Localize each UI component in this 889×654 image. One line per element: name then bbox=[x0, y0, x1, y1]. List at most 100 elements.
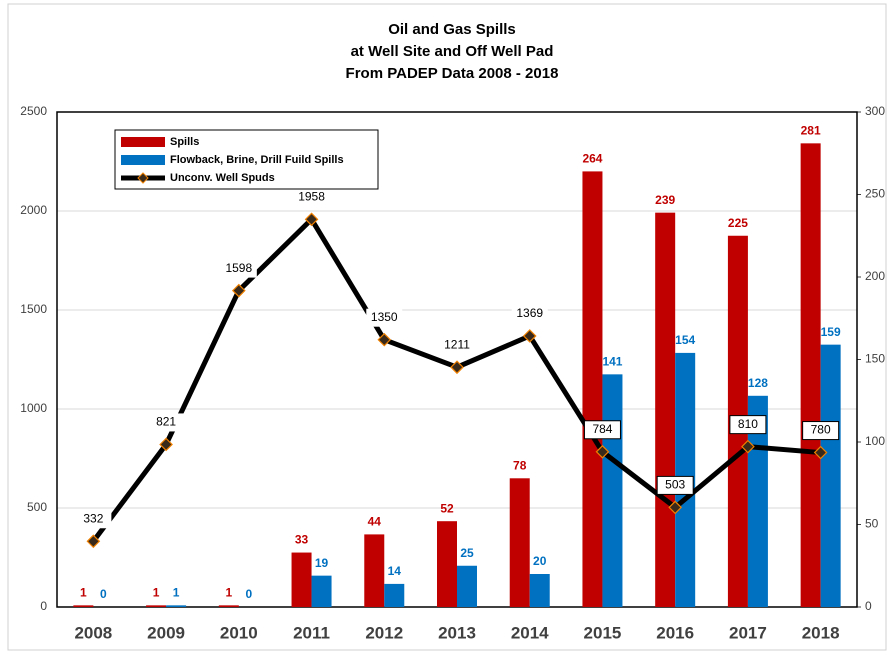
bar bbox=[457, 565, 477, 607]
x-tick-label: 2009 bbox=[147, 623, 185, 642]
line-value-label: 1350 bbox=[371, 310, 398, 324]
line-marker bbox=[522, 329, 537, 343]
bar-value-label: 52 bbox=[440, 501, 454, 515]
y2-tick-label: 150 bbox=[865, 352, 885, 366]
bar-value-label: 128 bbox=[748, 376, 768, 390]
x-tick-label: 2011 bbox=[293, 623, 330, 642]
y-tick-label: 1000 bbox=[20, 401, 47, 415]
line-label-box bbox=[583, 420, 621, 440]
x-tick-label: 2015 bbox=[584, 623, 622, 642]
y2-tick-label: 50 bbox=[865, 517, 879, 531]
legend-marker bbox=[137, 172, 149, 184]
line-label-box bbox=[729, 415, 767, 435]
y2-tick-label: 0 bbox=[865, 599, 872, 613]
line-marker bbox=[377, 332, 392, 347]
legend-swatch bbox=[121, 137, 165, 147]
bar bbox=[800, 143, 821, 607]
y2-tick-label: 300 bbox=[865, 104, 885, 118]
bar-value-label: 281 bbox=[801, 124, 821, 138]
bar bbox=[655, 212, 676, 607]
line-value-label: 784 bbox=[592, 422, 612, 436]
bar-value-label: 25 bbox=[460, 546, 474, 560]
bar bbox=[437, 521, 457, 607]
legend: Spills Flowback, Brine, Drill Fuild Spill… bbox=[114, 129, 379, 190]
line-label-box bbox=[366, 308, 403, 327]
bar-value-label: 239 bbox=[655, 193, 675, 207]
bar bbox=[582, 171, 603, 607]
bar bbox=[311, 575, 332, 607]
line-value-label: 1958 bbox=[298, 189, 325, 203]
y-tick-label: 0 bbox=[40, 599, 47, 613]
bar-value-label: 1 bbox=[225, 586, 232, 600]
line-marker bbox=[813, 445, 828, 460]
line-marker bbox=[741, 439, 755, 454]
line-label-box bbox=[293, 188, 330, 207]
legend-label: Spills bbox=[170, 136, 199, 148]
line-label-box bbox=[148, 413, 185, 432]
bar bbox=[364, 534, 385, 607]
bar-value-label: 44 bbox=[368, 515, 382, 529]
y2-tick-label: 250 bbox=[865, 187, 885, 201]
y-tick-label: 1500 bbox=[20, 302, 47, 316]
bar bbox=[166, 605, 187, 607]
line-label-box bbox=[656, 475, 694, 495]
line-label-box bbox=[439, 336, 475, 355]
bar-value-label: 0 bbox=[100, 587, 107, 601]
line-marker bbox=[304, 212, 319, 227]
line-value-label: 810 bbox=[738, 417, 758, 431]
bar-value-label: 141 bbox=[602, 355, 622, 369]
legend-swatch bbox=[121, 155, 165, 165]
bar-value-label: 1 bbox=[80, 586, 87, 600]
bar-value-label: 1 bbox=[173, 586, 180, 600]
y-tick-label: 2500 bbox=[20, 104, 47, 118]
legend-label: Flowback, Brine, Drill Fuild Spills bbox=[170, 154, 344, 166]
line-marker bbox=[159, 437, 173, 452]
bar-value-label: 14 bbox=[388, 564, 402, 578]
line-value-label: 1598 bbox=[225, 261, 252, 275]
line-value-label: 332 bbox=[83, 511, 103, 525]
x-tick-label: 2018 bbox=[802, 623, 840, 642]
y2-tick-label: 100 bbox=[865, 434, 885, 448]
line-marker bbox=[86, 534, 101, 549]
bar bbox=[146, 605, 167, 607]
legend-label: Unconv. Well Spuds bbox=[170, 172, 275, 184]
line-value-label: 503 bbox=[665, 478, 685, 492]
chart-title: at Well Site and Off Well Pad bbox=[351, 43, 554, 60]
x-tick-label: 2014 bbox=[511, 623, 549, 642]
y-tick-label: 500 bbox=[27, 500, 47, 514]
y-tick-label: 2000 bbox=[20, 203, 47, 217]
bar bbox=[820, 344, 841, 607]
x-tick-label: 2008 bbox=[74, 623, 112, 642]
line-value-label: 821 bbox=[156, 415, 176, 429]
bar-value-label: 264 bbox=[582, 152, 602, 166]
bar-value-label: 225 bbox=[728, 216, 748, 230]
line-label-box bbox=[511, 304, 548, 323]
bar bbox=[291, 552, 312, 607]
bar-value-label: 19 bbox=[315, 556, 329, 570]
line-value-label: 1211 bbox=[444, 337, 470, 351]
bar-value-label: 33 bbox=[295, 533, 309, 547]
x-tick-label: 2016 bbox=[656, 623, 694, 642]
line-marker bbox=[595, 444, 610, 459]
line-marker bbox=[231, 283, 246, 298]
line-label-box bbox=[802, 421, 840, 441]
bar-value-label: 154 bbox=[675, 333, 695, 347]
bar bbox=[73, 605, 94, 607]
x-tick-label: 2017 bbox=[729, 623, 767, 642]
line-label-box bbox=[220, 259, 257, 278]
line-marker bbox=[450, 360, 464, 375]
bar-value-label: 0 bbox=[245, 587, 252, 601]
bar bbox=[602, 374, 623, 607]
x-tick-label: 2013 bbox=[438, 623, 476, 642]
bar bbox=[384, 583, 405, 607]
x-tick-label: 2012 bbox=[365, 623, 403, 642]
line-marker bbox=[668, 500, 683, 515]
bar-value-label: 1 bbox=[153, 586, 160, 600]
bar bbox=[218, 605, 239, 607]
bar bbox=[529, 574, 550, 607]
line-label-box bbox=[75, 510, 112, 529]
chart-title: From PADEP Data 2008 - 2018 bbox=[346, 65, 559, 82]
x-tick-label: 2010 bbox=[220, 623, 258, 642]
bar-value-label: 159 bbox=[821, 325, 841, 339]
